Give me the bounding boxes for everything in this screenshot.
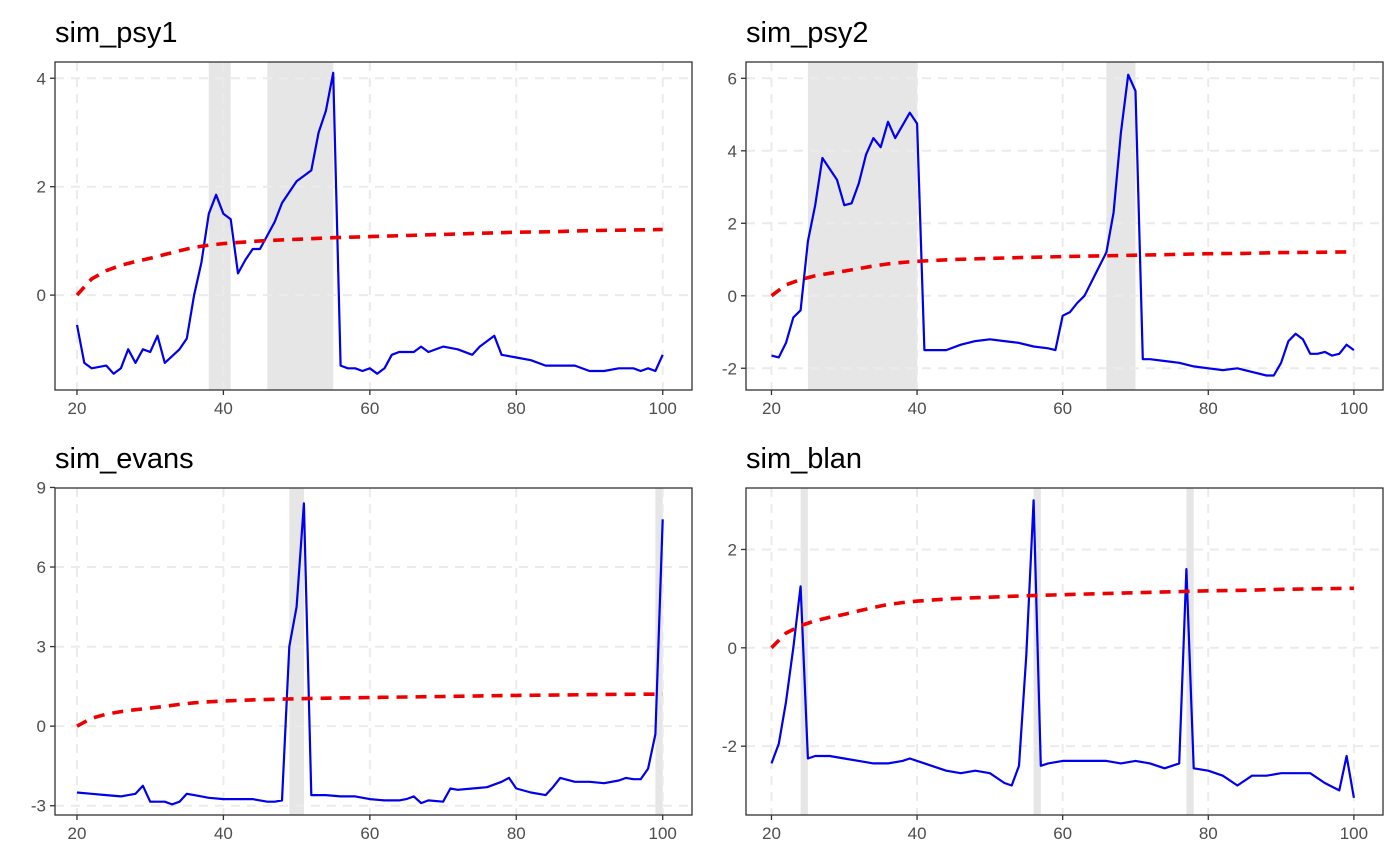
- x-tick-label: 60: [1053, 824, 1072, 843]
- y-tick-label: 0: [728, 287, 737, 306]
- statistic-line: [76, 502, 664, 806]
- y-tick-label: -3: [31, 797, 46, 816]
- y-tick-label: 0: [37, 717, 46, 736]
- y-tick-label: 2: [728, 540, 737, 559]
- panel-border: [745, 487, 1384, 816]
- x-tick-label: 40: [908, 399, 927, 418]
- statistic-line: [770, 499, 1355, 798]
- y-tick-label: 4: [728, 142, 737, 161]
- critical-value-line: [76, 692, 663, 728]
- y-tick-label: 0: [728, 639, 737, 658]
- x-tick-label: 20: [68, 399, 87, 418]
- panel-title: sim_psy1: [55, 17, 178, 49]
- x-tick-label: 60: [360, 824, 379, 843]
- x-tick-label: 40: [908, 824, 927, 843]
- critical-value-line: [770, 586, 1354, 650]
- x-tick-label: 100: [649, 824, 677, 843]
- plot-area: [746, 488, 1383, 815]
- panel-title: sim_psy2: [746, 17, 869, 49]
- x-tick-label: 40: [214, 399, 233, 418]
- panel-border: [54, 487, 693, 816]
- chart-panel-1: sim_psy1 20 40 60 80 100 0 2 4: [37, 17, 693, 418]
- plot-area: [55, 62, 692, 390]
- x-tick-label: 20: [762, 399, 781, 418]
- y-tick-label: 0: [37, 286, 46, 305]
- chart-panel-3: sim_evans 20 40 60 80 100 -3 0 3 6 9: [31, 443, 693, 843]
- y-tick-label: 6: [728, 69, 737, 88]
- statistic-line: [771, 73, 1355, 377]
- statistic-line: [75, 71, 664, 375]
- x-tick-label: 100: [1340, 824, 1368, 843]
- y-tick-label: -2: [722, 737, 737, 756]
- x-tick-label: 80: [507, 824, 526, 843]
- y-tick-label: 9: [37, 478, 46, 497]
- critical-value-line: [75, 227, 663, 297]
- x-tick-label: 60: [1053, 399, 1072, 418]
- y-tick-label: -2: [722, 359, 737, 378]
- x-tick-label: 100: [649, 399, 677, 418]
- critical-value-line: [770, 250, 1354, 298]
- x-tick-label: 80: [507, 399, 526, 418]
- x-tick-label: 20: [68, 824, 87, 843]
- panel-border: [54, 61, 693, 391]
- chart-panel-4: sim_blan 20 40 60 80 100 -2 0 2: [722, 443, 1384, 843]
- chart-panel-2: sim_psy2 20 40 60 80 100 -2 0 2 4 6: [722, 17, 1384, 418]
- y-tick-label: 2: [728, 214, 737, 233]
- panel-title: sim_evans: [55, 443, 194, 475]
- x-tick-label: 40: [214, 824, 233, 843]
- panel-title: sim_blan: [746, 443, 862, 475]
- plot-area: [55, 488, 692, 815]
- shaded-region: [208, 62, 231, 390]
- x-tick-label: 60: [360, 399, 379, 418]
- x-tick-label: 80: [1199, 824, 1218, 843]
- shaded-region: [267, 62, 334, 390]
- shaded-region: [807, 62, 918, 390]
- y-tick-label: 4: [37, 69, 46, 88]
- x-tick-label: 80: [1199, 399, 1218, 418]
- x-tick-label: 100: [1340, 399, 1368, 418]
- y-tick-label: 6: [37, 558, 46, 577]
- plot-area: [746, 62, 1383, 390]
- y-tick-label: 3: [37, 638, 46, 657]
- panel-border: [745, 61, 1384, 391]
- y-tick-label: 2: [37, 178, 46, 197]
- x-tick-label: 20: [762, 824, 781, 843]
